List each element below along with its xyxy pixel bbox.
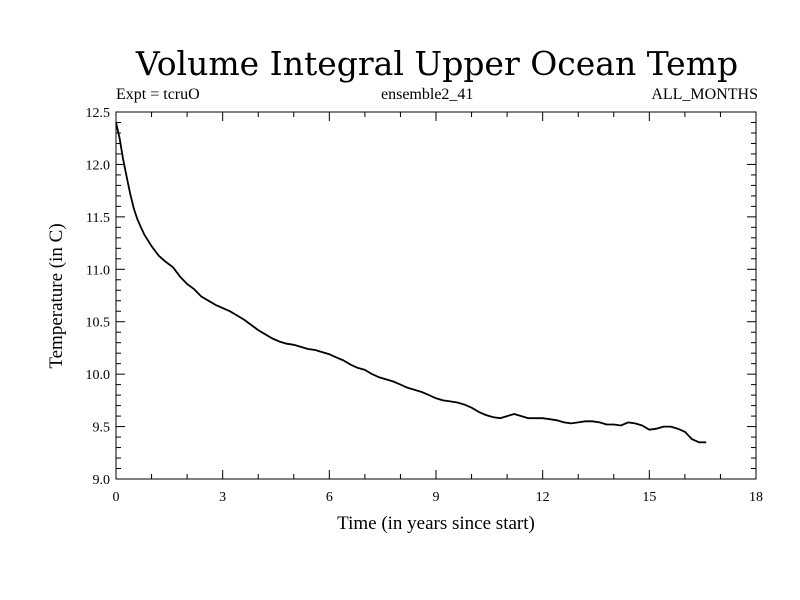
plot-frame (115, 111, 757, 480)
x-tick-label: 0 (113, 490, 120, 505)
y-tick-label: 9.5 (93, 421, 111, 436)
y-tick-label: 11.0 (86, 263, 110, 278)
x-tick-label: 12 (536, 490, 550, 505)
chart-title: Volume Integral Upper Ocean Temp (135, 44, 739, 83)
y-tick-label: 11.5 (86, 211, 110, 226)
y-tick-label: 12.0 (86, 158, 111, 173)
y-tick-labels: 9.0 9.5 10.0 10.5 11.0 11.5 12.0 12.5 (86, 106, 111, 488)
y-tick-label: 9.0 (93, 473, 111, 488)
y-tick-label: 10.5 (86, 316, 111, 331)
y-axis-label: Temperature (in C) (46, 223, 67, 368)
x-axis-label: Time (in years since start) (337, 513, 535, 534)
series-line (115, 122, 707, 444)
x-tick-label: 15 (642, 490, 656, 505)
x-tick-label: 9 (433, 490, 440, 505)
axis-ticks (115, 111, 757, 480)
subtitle-ensemble: ensemble2_41 (381, 86, 474, 103)
y-tick-label: 12.5 (86, 106, 111, 121)
subtitle-experiment: Expt = tcruO (116, 86, 200, 103)
x-tick-label: 6 (326, 490, 333, 505)
x-tick-label: 18 (749, 490, 763, 505)
x-tick-labels: 0 3 6 9 12 15 18 (113, 490, 764, 505)
y-tick-label: 10.0 (86, 368, 111, 383)
subtitle-months: ALL_MONTHS (651, 86, 758, 103)
x-tick-label: 3 (219, 490, 226, 505)
